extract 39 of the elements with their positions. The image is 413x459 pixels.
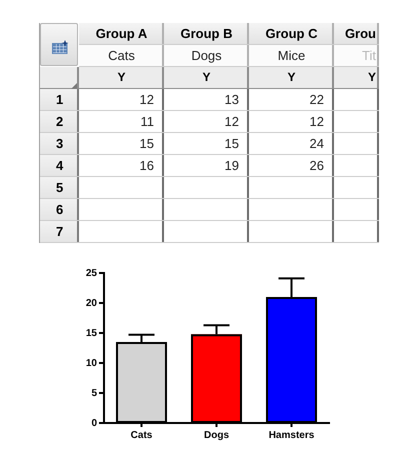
x-tick-label: Group C (249, 23, 334, 45)
y-tick-label: 5 (91, 388, 98, 399)
x-tick-label: Group A (79, 23, 164, 45)
y-tick-label: 0 (91, 418, 98, 429)
y-tick-label: 4 (40, 155, 79, 177)
data-label: 26 (249, 155, 334, 177)
x-tick-label: Cats (130, 430, 153, 441)
data-label: 12 (79, 89, 164, 111)
data-label: 15 (164, 133, 249, 155)
y-tick-label: 7 (40, 221, 79, 243)
y-tick-label: 3 (40, 133, 79, 155)
x-tick-label: Hamsters (268, 430, 315, 441)
y-tick-label: 20 (86, 298, 98, 309)
text: Y (79, 67, 164, 89)
text: Dogs (164, 45, 249, 67)
data-label: 22 (249, 89, 334, 111)
data-label: 12 (164, 111, 249, 133)
data-label: 16 (79, 155, 164, 177)
x-tick-label: Grou (334, 23, 379, 45)
text: Y (249, 67, 334, 89)
text: Tit (334, 45, 379, 67)
y-tick-label: 1 (40, 89, 79, 111)
x-tick-label: Group B (164, 23, 249, 45)
data-label: 12 (249, 111, 334, 133)
y-tick-label: 25 (86, 268, 98, 279)
y-tick-label: 6 (40, 199, 79, 221)
text: Y (334, 67, 379, 89)
text: Y (164, 67, 249, 89)
data-label: 19 (164, 155, 249, 177)
y-tick-label: 10 (86, 358, 98, 369)
y-tick-label: 5 (40, 177, 79, 199)
data-label: 11 (79, 111, 164, 133)
data-label: 24 (249, 133, 334, 155)
x-tick-label: Dogs (204, 430, 230, 441)
text: Cats (79, 45, 164, 67)
y-tick-label: 2 (40, 111, 79, 133)
text: Mice (249, 45, 334, 67)
data-label: 13 (164, 89, 249, 111)
y-tick-label: 15 (86, 328, 98, 339)
